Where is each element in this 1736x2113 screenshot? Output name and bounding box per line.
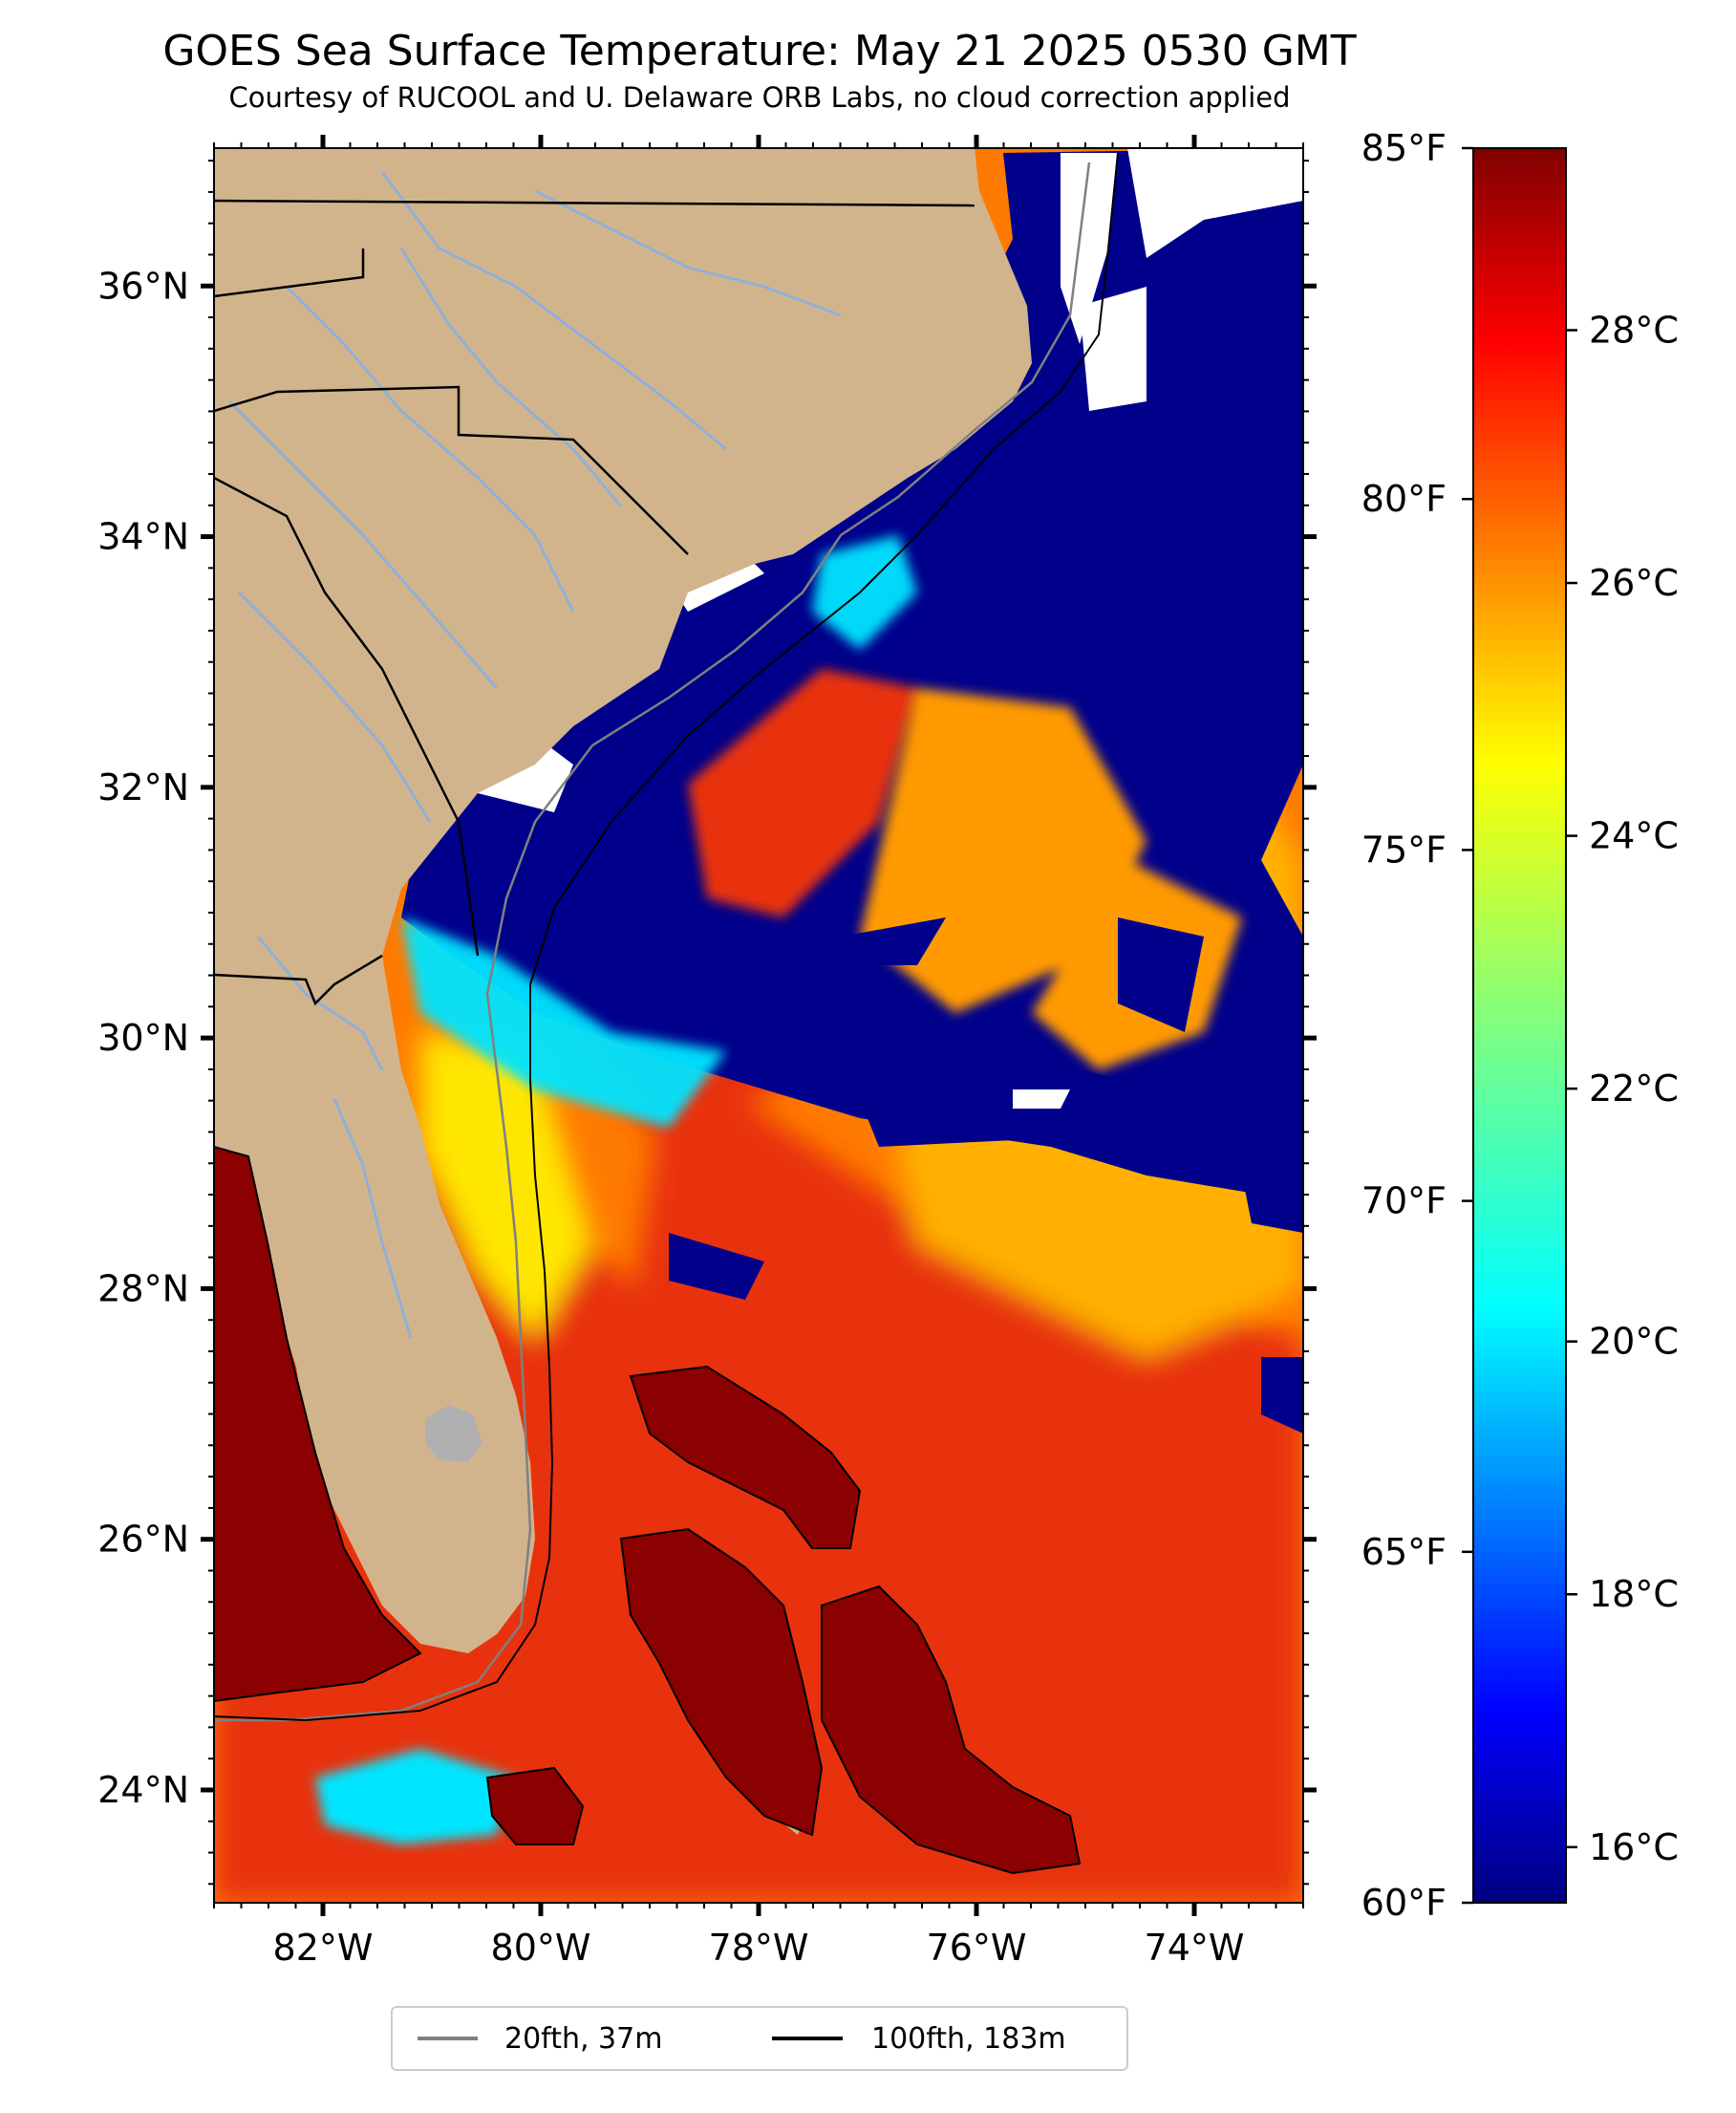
map-axes [201,135,1317,1916]
lon-tick-label: 80°W [491,1927,591,1969]
lon-tick-label: 82°W [273,1927,374,1969]
figure-title: GOES Sea Surface Temperature: May 21 202… [162,27,1356,75]
state-borders [214,199,975,1006]
lake-okeechobee [425,1405,482,1462]
isobath-100fth [214,152,1119,1722]
celsius-tick-label: 20°C [1589,1321,1679,1363]
celsius-tick-label: 22°C [1589,1067,1679,1110]
celsius-tick-label: 24°C [1589,815,1679,857]
map-axis-labels: 82°W 80°W 78°W 76°W 74°W 24°N 26°N 28°N 30°N 32°N… [97,265,1244,1969]
celsius-tick-label: 16°C [1589,1826,1679,1868]
lon-tick-label: 76°W [927,1927,1027,1969]
celsius-tick-label: 28°C [1589,309,1679,351]
yellow-nearshore [420,1032,592,1338]
lon-tick-label: 78°W [709,1927,809,1969]
figure-subtitle: Courtesy of RUCOOL and U. Delaware ORB L… [228,81,1290,114]
celsius-tick-label: 26°C [1589,562,1679,604]
fahrenheit-tick-label: 75°F [1361,829,1447,871]
isobath-20fth [214,162,1091,1722]
sst-map [214,148,1303,1903]
celsius-tick-label: 18°C [1589,1573,1679,1615]
lat-tick-label: 36°N [97,265,189,307]
lat-tick-label: 26°N [97,1519,189,1561]
legend-label-20fth: 20fth, 37m [504,2022,662,2056]
bahamas-banks [214,1145,1082,1875]
lon-tick-label: 74°W [1145,1927,1245,1969]
lat-tick-label: 32°N [97,766,189,809]
colorbar: 16°C 18°C 20°C 22°C 24°C 26°C 28°C 60°F 65°F 70°F… [1361,127,1679,1924]
lat-tick-label: 34°N [97,516,189,558]
cyan-fringe [401,917,726,1128]
fahrenheit-tick-label: 70°F [1361,1180,1447,1222]
lat-tick-label: 24°N [97,1769,189,1811]
legend-box [391,2006,1128,2071]
colorbar-ticks: 16°C 18°C 20°C 22°C 24°C 26°C 28°C 60°F 65°F 70°F… [1361,127,1679,1924]
lat-tick-label: 28°N [97,1267,189,1309]
fahrenheit-tick-label: 65°F [1361,1531,1447,1573]
rivers [227,171,842,1339]
keys-cold-patch [315,1749,516,1844]
fahrenheit-tick-label: 60°F [1361,1882,1447,1924]
fahrenheit-tick-label: 85°F [1361,127,1447,169]
lat-tick-label: 30°N [97,1017,189,1059]
gulf-stream-tongue-1 [688,669,917,917]
fahrenheit-tick-label: 80°F [1361,478,1447,520]
colorbar-gradient [1472,147,1567,1904]
land-southeast-us [214,148,1032,1653]
legend: 20fth, 37m 100fth, 183m [391,2006,1128,2071]
legend-label-100fth: 100fth, 183m [871,2022,1066,2056]
cyan-fringe-2 [812,535,917,650]
